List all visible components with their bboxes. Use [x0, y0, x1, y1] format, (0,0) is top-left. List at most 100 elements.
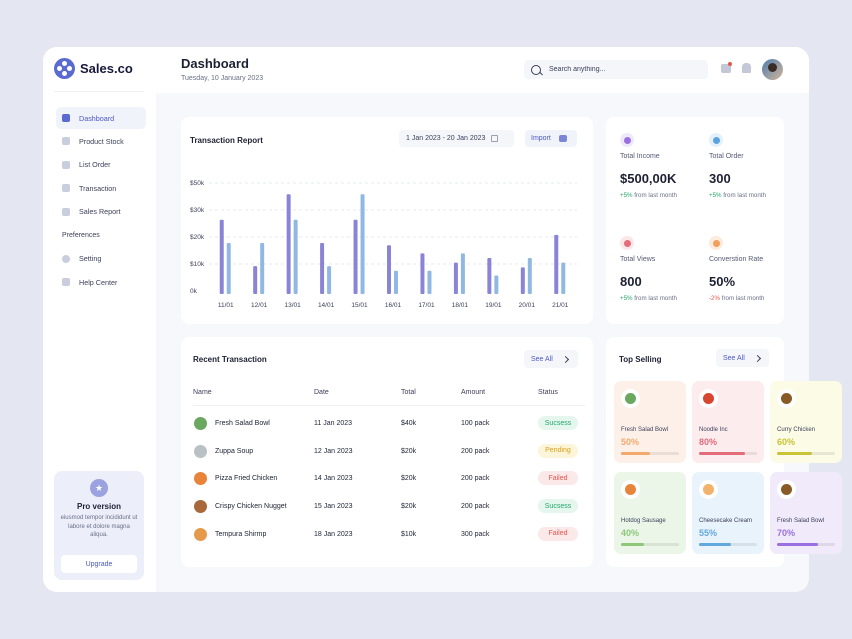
table-row[interactable]: Tempura Shirmp 18 Jan 2023 $10k 300 pack Fai…	[181, 522, 593, 549]
delta-text: from last month	[632, 192, 677, 199]
cell-name: Crispy Chicken Nugget	[215, 503, 287, 511]
recent-transaction-panel: Recent Transaction See All Name Date Tot…	[181, 337, 593, 567]
chart-bar[interactable]	[387, 245, 391, 294]
chart-bar[interactable]	[320, 242, 325, 294]
item-name: Noodle Inc	[699, 427, 728, 433]
chart-bar[interactable]	[527, 258, 532, 294]
stat-delta: -2% from last month	[709, 295, 789, 302]
column-header-date: Date	[314, 389, 329, 396]
chart-bar[interactable]	[360, 194, 365, 294]
cell-amount: 200 pack	[461, 503, 490, 511]
top-selling-item[interactable]: Curry Chicken 60%	[770, 381, 842, 463]
progress-track	[621, 543, 679, 546]
chart-bar[interactable]	[427, 270, 432, 294]
stat-label: Converstion Rate	[709, 256, 764, 263]
chart-bar[interactable]	[561, 262, 566, 294]
status-badge: Failed	[538, 526, 578, 541]
brand-logo[interactable]: Sales.co	[54, 58, 133, 79]
chart-bar[interactable]	[260, 242, 265, 294]
wallet-icon	[62, 184, 70, 193]
table-row[interactable]: Fresh Salad Bowl 11 Jan 2023 $40k 100 pack S…	[181, 411, 593, 438]
stat-value: 300	[709, 171, 731, 186]
cell-name: Zuppa Soup	[215, 447, 254, 455]
search-icon	[531, 64, 541, 75]
chart-bar[interactable]	[253, 266, 258, 294]
sidebar-item-dashboard[interactable]: Dashboard	[56, 107, 146, 129]
chart-bar[interactable]	[353, 219, 358, 294]
see-all-transactions-button[interactable]: See All	[524, 350, 578, 368]
item-percent: 80%	[699, 437, 718, 447]
cell-total: $20k	[401, 447, 417, 455]
stat-value: $500,00K	[620, 171, 677, 186]
list-icon	[62, 160, 70, 169]
food-icon	[699, 389, 718, 408]
chart-bar[interactable]	[420, 253, 425, 294]
sidebar-item-help-center[interactable]: Help Center	[56, 271, 146, 293]
chart-bar[interactable]	[554, 234, 559, 294]
top-selling-item[interactable]: Cheesecake Cream 55%	[692, 472, 764, 554]
cell-name: Fresh Salad Bowl	[215, 420, 270, 427]
sidebar-item-label: Dashboard	[79, 113, 115, 123]
search-input[interactable]	[549, 66, 689, 73]
top-selling-item[interactable]: Noodle Inc 80%	[692, 381, 764, 463]
transaction-report-title: Transaction Report	[190, 136, 263, 145]
item-name: Fresh Salad Bowl	[621, 427, 669, 433]
brand-name: Sales.co	[80, 61, 133, 76]
delta-value: +5%	[620, 192, 633, 199]
cell-name: Tempura Shirmp	[215, 530, 267, 538]
table-row[interactable]: Crispy Chicken Nugget 15 Jan 2023 $20k 200 …	[181, 494, 593, 521]
sidebar-item-list-order[interactable]: List Order	[56, 154, 146, 176]
see-all-top-selling-button[interactable]: See All	[716, 349, 769, 367]
date-range-picker[interactable]: 1 Jan 2023 - 20 Jan 2023	[399, 130, 514, 147]
chart-bar[interactable]	[487, 258, 492, 294]
import-icon	[558, 135, 567, 142]
x-tick-label: 20/01	[519, 302, 536, 309]
chart-bar[interactable]	[327, 266, 332, 294]
page-date: Tuesday, 10 January 2023	[181, 75, 264, 82]
x-tick-label: 17/01	[418, 302, 435, 309]
chart-bar[interactable]	[286, 194, 291, 294]
top-selling-item[interactable]: Fresh Salad Bowl 70%	[770, 472, 842, 554]
chevron-right-icon	[561, 355, 569, 363]
chart-bar[interactable]	[226, 242, 231, 294]
top-selling-item[interactable]: Fresh Salad Bowl 50%	[614, 381, 686, 463]
sidebar-item-sales-report[interactable]: Sales Report	[56, 201, 146, 223]
x-tick-label: 15/01	[351, 302, 368, 309]
stat-total-income: Total Income $500,00K +5% from last mont…	[620, 133, 700, 199]
table-row[interactable]: Zuppa Soup 12 Jan 2023 $20k 200 pack Pending	[181, 439, 593, 466]
stat-delta: +5% from last month	[709, 192, 789, 199]
cell-date: 15 Jan 2023	[314, 503, 353, 511]
chart-bar[interactable]	[460, 253, 465, 294]
delta-text: from last month	[721, 192, 766, 199]
see-all-label: See All	[723, 354, 745, 362]
cell-total: $20k	[401, 503, 417, 511]
status-badge: Failed	[538, 471, 578, 486]
progress-track	[777, 452, 835, 455]
stat-delta: +5% from last month	[620, 192, 700, 199]
chart-bar[interactable]	[394, 270, 398, 294]
bell-icon[interactable]	[742, 63, 751, 73]
cell-total: $10k	[401, 530, 417, 538]
cell-date: 18 Jan 2023	[314, 530, 353, 538]
sidebar-item-product-stock[interactable]: Product Stock	[56, 130, 146, 152]
message-icon[interactable]	[721, 62, 732, 73]
x-tick-label: 13/01	[284, 302, 301, 309]
progress-fill	[777, 452, 812, 455]
sidebar-item-setting[interactable]: Setting	[56, 248, 146, 270]
chart-bar[interactable]	[293, 219, 298, 294]
sidebar-item-transaction[interactable]: Transaction	[56, 177, 146, 199]
chart-bar[interactable]	[520, 267, 525, 294]
search-box[interactable]	[524, 60, 708, 79]
chart-bar[interactable]	[219, 219, 224, 294]
star-icon: ★	[90, 479, 108, 497]
divider	[54, 91, 144, 92]
top-selling-item[interactable]: Hotdog Sausage 40%	[614, 472, 686, 554]
avatar[interactable]	[762, 59, 783, 80]
upgrade-button[interactable]: Upgrade	[61, 555, 137, 573]
chart-bar[interactable]	[494, 275, 499, 294]
column-header-total: Total	[401, 389, 416, 396]
table-row[interactable]: Pizza Fried Chicken 14 Jan 2023 $20k 200 pa…	[181, 466, 593, 493]
chart-bar[interactable]	[453, 262, 458, 294]
see-all-label: See All	[531, 355, 553, 363]
import-button[interactable]: Import	[525, 130, 577, 147]
